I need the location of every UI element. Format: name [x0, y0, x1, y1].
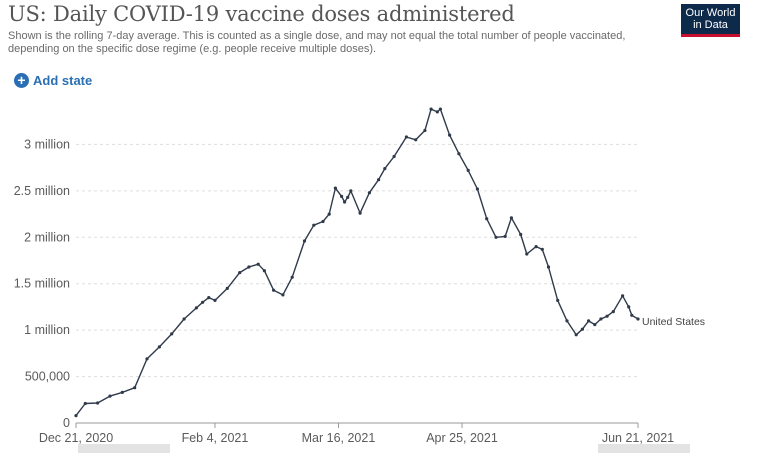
- data-point: [194, 306, 198, 310]
- x-tick-label: Jun 21, 2021: [602, 431, 674, 445]
- data-point: [349, 189, 353, 193]
- data-point: [621, 294, 625, 298]
- y-tick-label: 2.5 million: [14, 184, 70, 198]
- x-tick-label: Apr 25, 2021: [426, 431, 498, 445]
- data-point: [593, 323, 597, 327]
- data-point: [207, 296, 211, 300]
- x-tick-label: Dec 21, 2020: [39, 431, 113, 445]
- timeline-handle-right[interactable]: [598, 444, 690, 453]
- data-point: [201, 300, 205, 304]
- x-axis: Dec 21, 2020 Feb 4, 2021 Mar 16, 2021 Apr 2…: [39, 423, 674, 445]
- data-point: [120, 390, 124, 394]
- data-point: [340, 194, 344, 198]
- x-tick-label: Mar 16, 2021: [302, 431, 376, 445]
- data-point: [377, 178, 381, 182]
- data-point: [225, 286, 229, 290]
- data-point: [392, 154, 396, 159]
- logo-line-2: in Data: [693, 19, 728, 31]
- data-point: [358, 211, 362, 215]
- data-point: [605, 314, 609, 318]
- data-point: [627, 305, 631, 309]
- data-point: [108, 394, 112, 398]
- y-axis: 0 500,000 1 million 1.5 million 2 million 2.5…: [14, 137, 70, 430]
- data-point: [414, 138, 418, 142]
- data-point: [383, 167, 387, 171]
- data-point: [448, 133, 452, 137]
- data-point: [367, 191, 371, 195]
- data-point: [133, 386, 137, 390]
- data-point: [599, 317, 603, 321]
- data-point: [485, 217, 489, 221]
- chart-title: US: Daily COVID-19 vaccine doses adminis…: [8, 2, 515, 26]
- data-point: [587, 319, 591, 323]
- data-point: [96, 401, 100, 405]
- y-tick-label: 0: [63, 416, 70, 430]
- grid-layer: [76, 143, 638, 424]
- series-line: [75, 108, 639, 417]
- data-point: [238, 271, 242, 275]
- data-point: [435, 110, 439, 114]
- add-state-label: Add state: [33, 73, 93, 88]
- data-point: [83, 401, 87, 406]
- y-tick-label: 2 million: [24, 230, 70, 244]
- data-point: [519, 232, 523, 237]
- data-point: [540, 247, 544, 251]
- data-point: [423, 128, 427, 133]
- data-point: [213, 298, 217, 302]
- data-point: [525, 252, 529, 256]
- series-layer: United States: [74, 107, 705, 418]
- add-state-button[interactable]: + Add state: [14, 73, 92, 88]
- y-tick-label: 500,000: [25, 370, 70, 384]
- data-point: [327, 212, 331, 216]
- data-point: [509, 216, 513, 220]
- data-point: [574, 333, 578, 337]
- y-tick-label: 1.5 million: [14, 277, 70, 291]
- data-point: [457, 152, 461, 156]
- data-point: [262, 269, 266, 273]
- data-point: [346, 195, 350, 199]
- data-point: [182, 317, 186, 321]
- data-point: [256, 262, 260, 266]
- data-point: [429, 107, 433, 111]
- chart-subtitle: Shown is the rolling 7-day average. This…: [8, 30, 626, 55]
- data-point: [247, 265, 251, 269]
- data-point: [556, 298, 560, 302]
- data-point: [343, 200, 347, 204]
- data-point: [565, 319, 569, 323]
- data-point: [281, 293, 285, 297]
- data-point: [503, 234, 507, 238]
- y-tick-label: 3 million: [24, 137, 70, 151]
- data-point: [333, 186, 337, 190]
- timeline-handle-left[interactable]: [78, 444, 170, 453]
- data-point: [438, 107, 442, 111]
- data-point: [534, 245, 538, 249]
- data-point: [580, 327, 585, 331]
- logo-line-1: Our World: [685, 7, 736, 19]
- data-point: [404, 135, 408, 139]
- data-point: [170, 332, 174, 336]
- data-point: [74, 414, 78, 418]
- data-point: [475, 187, 479, 191]
- data-point: [636, 317, 640, 321]
- series-label: United States: [642, 316, 705, 328]
- data-point: [302, 239, 307, 243]
- x-tick-label: Feb 4, 2021: [182, 431, 249, 445]
- data-point: [290, 275, 294, 279]
- data-point: [312, 223, 316, 227]
- plus-circle-icon: +: [14, 73, 29, 88]
- data-point: [630, 313, 634, 317]
- data-point: [546, 265, 551, 269]
- data-point: [611, 310, 615, 314]
- data-point: [272, 288, 276, 292]
- data-point: [157, 345, 161, 349]
- data-point: [145, 357, 149, 361]
- data-point: [494, 235, 498, 239]
- data-point: [466, 168, 470, 172]
- y-tick-label: 1 million: [24, 323, 70, 337]
- data-point: [321, 219, 325, 224]
- owid-logo[interactable]: Our World in Data: [681, 4, 740, 37]
